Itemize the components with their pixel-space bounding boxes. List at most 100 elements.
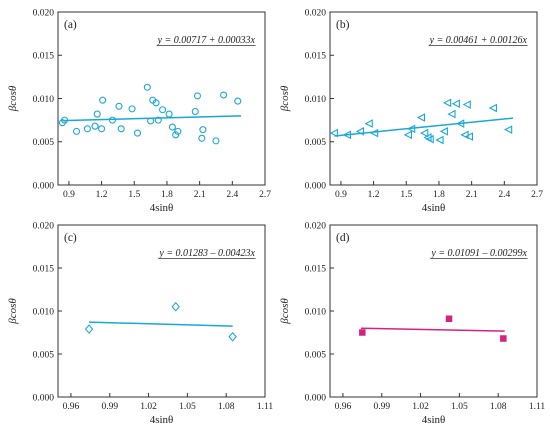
x-tick-label: 1.2 [368,190,380,200]
chart-panel-4: 0.000 0.005 0.010 0.015 0.020 0.96 0.99 1.02 1.0… [279,221,545,426]
x-tick-label: 1.08 [490,402,507,412]
x-tick-label: 1.05 [451,402,468,412]
data-point [425,134,434,144]
data-point [99,96,107,104]
data-point [445,315,453,322]
data-point [435,135,444,145]
data-point [439,127,448,136]
data-point [329,128,338,138]
data-point [503,125,513,134]
data-point [152,99,160,107]
y-tick-label: 0.000 [305,393,327,403]
data-point [369,128,379,138]
y-tick-label: 0.015 [305,264,327,274]
x-tick-label: 0.96 [63,402,80,412]
y-tick-label: 0.000 [33,393,55,403]
y-tick-label: 0.000 [305,181,327,191]
x-tick-label: 2.1 [466,190,478,200]
fit-equation: y = 0.00461 + 0.00126x [429,35,528,46]
data-point [198,134,206,142]
data-point [128,105,136,113]
data-point [364,119,373,128]
data-point [359,329,366,336]
y-tick-label: 0.005 [305,138,327,148]
x-tick-label: 1.11 [257,402,274,412]
data-point [83,125,91,133]
data-point [212,137,220,145]
data-point [143,83,151,91]
chart-panel-3: 0.000 0.005 0.010 0.015 0.020 0.96 0.99 1.02 1.0… [7,221,273,426]
data-point [165,110,173,118]
x-tick-label: 1.8 [161,190,173,200]
y-tick-label: 0.015 [33,264,55,274]
x-tick-label: 0.99 [373,402,390,412]
x-tick-label: 2.7 [531,190,543,200]
fit-equation: y = 0.01283 – 0.00423x [158,248,255,259]
data-point [500,335,507,342]
x-tick-label: 2.1 [194,190,206,200]
data-point [72,127,81,135]
y-tick-label: 0.020 [33,8,55,18]
x-tick-label: 1.11 [529,402,546,412]
panel-label: (a) [64,19,77,31]
data-point [98,125,106,133]
data-point [84,324,94,334]
y-tick-label: 0.015 [305,52,327,62]
x-tick-label: 2.4 [498,190,510,200]
x-tick-label: 1.05 [179,402,196,412]
x-tick-label: 0.9 [335,190,347,200]
data-point [420,128,429,138]
data-point [159,106,167,114]
x-axis-label: 4sinθ [150,202,174,214]
panel-label: (b) [336,19,350,31]
data-point [168,123,176,131]
y-tick-label: 0.015 [33,52,55,62]
data-point [462,100,471,109]
x-tick-label: 0.9 [63,190,75,200]
data-point [403,130,412,140]
x-tick-label: 2.7 [259,190,271,200]
y-tick-label: 0.010 [33,307,55,317]
y-axis-label: βcosθ [279,298,291,325]
data-point [108,116,117,124]
y-tick-label: 0.020 [305,221,327,231]
x-tick-label: 0.99 [101,402,118,412]
x-tick-label: 1.08 [218,402,235,412]
x-axis-label: 4sinθ [150,414,174,426]
data-point [147,117,155,125]
data-point [91,122,99,130]
x-axis-label: 4sinθ [422,414,446,426]
data-point [154,116,162,124]
panel-label: (c) [64,232,77,244]
x-axis-label: 4sinθ [422,202,446,214]
x-tick-label: 1.5 [400,190,412,200]
y-tick-label: 0.010 [305,307,327,317]
data-point [133,129,142,137]
y-tick-label: 0.010 [305,95,327,105]
data-point [191,107,199,116]
fit-equation: y = 0.00717 + 0.00033x [157,35,256,46]
x-tick-label: 1.8 [433,190,445,200]
x-tick-label: 1.2 [96,190,108,200]
data-point [220,91,228,99]
y-tick-label: 0.005 [305,350,327,360]
y-axis-label: βcosθ [279,85,291,112]
panel-label: (d) [336,232,350,244]
fit-line [89,321,233,327]
data-point [199,126,207,134]
x-tick-label: 1.02 [140,402,157,412]
data-point [174,127,182,135]
chart-panel-1: 0.000 0.005 0.010 0.015 0.020 0.9 1.2 1.5 1.8 2.1… [7,8,271,214]
data-point [171,301,180,312]
data-point [488,103,497,113]
x-tick-label: 2.4 [226,190,238,200]
data-point [228,331,237,342]
y-tick-label: 0.020 [305,8,327,18]
data-point [342,130,351,140]
data-point [193,92,202,100]
data-point [355,127,365,136]
x-tick-label: 0.96 [335,402,352,412]
chart-panel-2: 0.000 0.005 0.010 0.015 0.020 0.9 1.2 1.5 1.8 2.1… [279,8,543,214]
data-point [117,125,125,133]
